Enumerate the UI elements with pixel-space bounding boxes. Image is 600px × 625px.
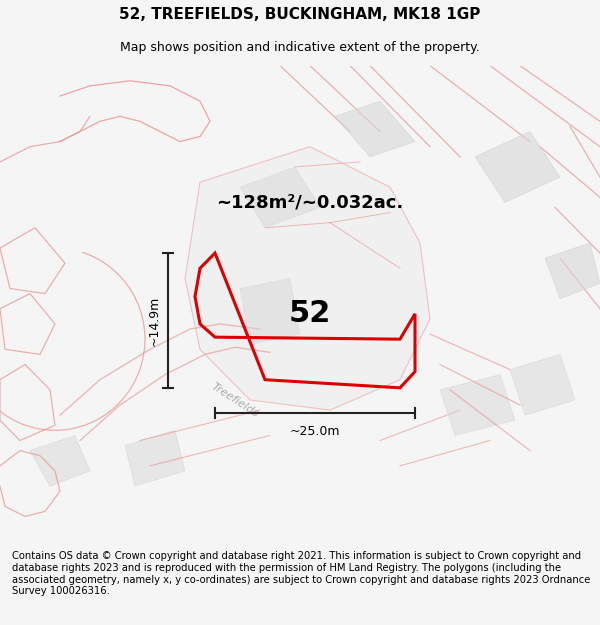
- Polygon shape: [545, 243, 600, 299]
- Text: ~25.0m: ~25.0m: [290, 425, 340, 438]
- Polygon shape: [440, 374, 515, 436]
- Text: ~128m²/~0.032ac.: ~128m²/~0.032ac.: [217, 193, 404, 211]
- Polygon shape: [30, 436, 90, 486]
- Polygon shape: [510, 354, 575, 415]
- Polygon shape: [335, 101, 415, 157]
- Text: Contains OS data © Crown copyright and database right 2021. This information is : Contains OS data © Crown copyright and d…: [12, 551, 590, 596]
- Polygon shape: [125, 431, 185, 486]
- Polygon shape: [475, 131, 560, 202]
- Polygon shape: [240, 278, 300, 344]
- Text: Treefields: Treefields: [209, 381, 260, 419]
- Text: ~14.9m: ~14.9m: [148, 295, 161, 346]
- Polygon shape: [240, 167, 320, 228]
- Polygon shape: [185, 147, 430, 410]
- Text: 52, TREEFIELDS, BUCKINGHAM, MK18 1GP: 52, TREEFIELDS, BUCKINGHAM, MK18 1GP: [119, 7, 481, 22]
- Text: 52: 52: [289, 299, 331, 328]
- Text: Map shows position and indicative extent of the property.: Map shows position and indicative extent…: [120, 41, 480, 54]
